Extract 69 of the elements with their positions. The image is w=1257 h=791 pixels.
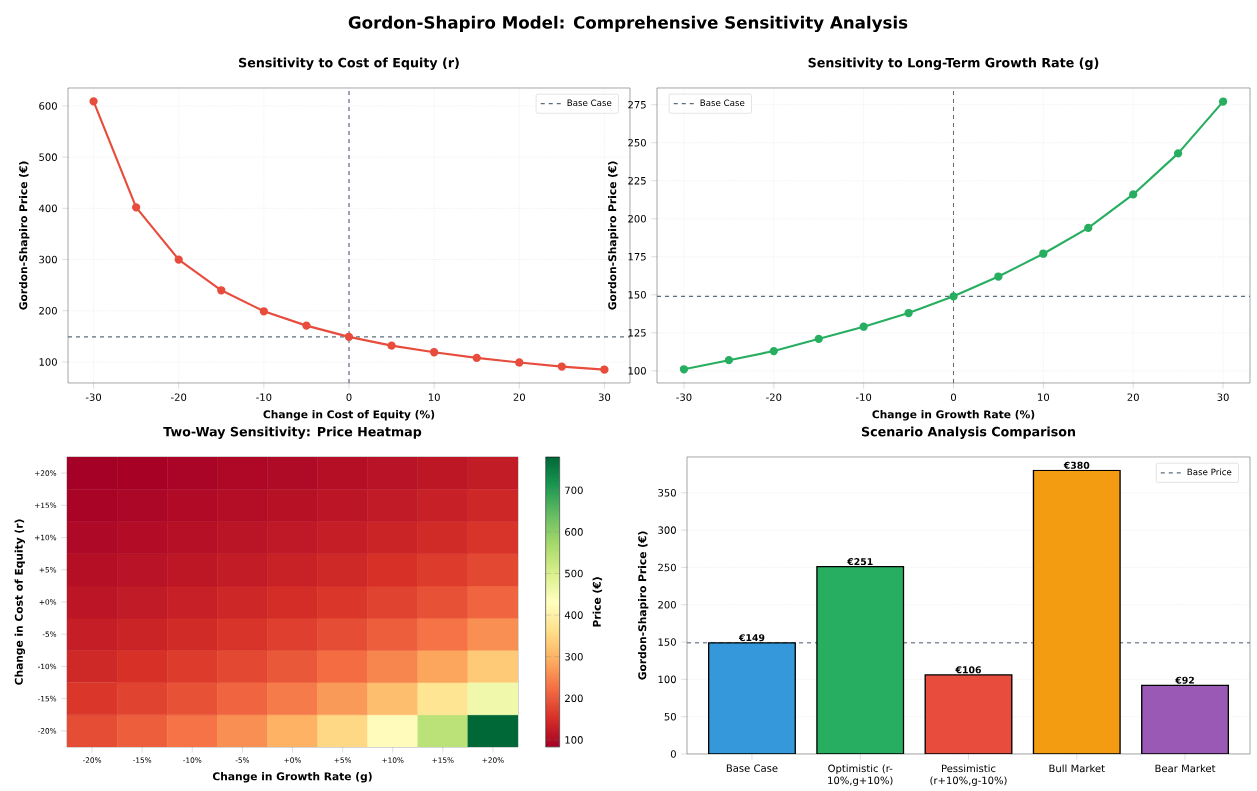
y-tick-label: 175 xyxy=(628,253,646,261)
x-tick-label: Bear Market xyxy=(1155,764,1216,773)
color-bar-label: 400 xyxy=(564,611,583,619)
legend-label: Base Case xyxy=(567,99,612,107)
y-tick-label: 200 xyxy=(658,600,676,609)
x-tick-label: 10 xyxy=(1038,393,1050,401)
y-tick-label: 0 xyxy=(670,750,676,758)
chart-title: Sensitivity to Long-Term Growth Rate (g) xyxy=(808,57,1099,70)
color-bar-label: 500 xyxy=(565,569,583,578)
chart-title: Two-Way Sensitivity: Price Heatmap xyxy=(163,426,422,439)
y-tick-label: 350 xyxy=(658,489,676,497)
x-tick-label: -30 xyxy=(676,393,692,401)
y-tick-label: 275 xyxy=(628,100,646,109)
y-axis-title: Gordon-Shapiro Price (€) xyxy=(608,161,619,310)
color-bar-label: 100 xyxy=(565,736,583,744)
x-axis-title: Change in Cost of Equity (%) xyxy=(263,410,435,421)
x-axis-title: Change in Growth Rate (%) xyxy=(872,410,1035,421)
x-tick-label: 30 xyxy=(598,393,611,401)
color-bar-label: 700 xyxy=(565,486,583,495)
color-bar-label: 300 xyxy=(565,652,583,661)
x-tick-label: 0 xyxy=(346,393,352,401)
data-label: €149 xyxy=(738,634,765,642)
y-axis-title: Change in Cost of Equity (r) xyxy=(14,519,25,685)
y-tick-label: 50 xyxy=(664,712,676,721)
y-tick-label: 250 xyxy=(628,138,646,147)
y-axis-title: Gordon-Shapiro Price (€) xyxy=(19,161,30,310)
y-tick-label: 200 xyxy=(39,306,57,315)
x-tick-label: -10 xyxy=(855,393,872,401)
y-tick-label: 100 xyxy=(628,367,646,375)
x-tick-label: -30 xyxy=(85,393,102,401)
y-tick-label: 300 xyxy=(658,526,676,534)
y-tick-label: 100 xyxy=(658,675,676,684)
x-axis-title: Change in Growth Rate (g) xyxy=(212,772,372,783)
color-bar-label: 200 xyxy=(565,694,583,703)
y-tick-label: 600 xyxy=(39,102,57,110)
x-tick-label: 20 xyxy=(513,393,525,401)
y-tick-label: 150 xyxy=(658,638,676,646)
y-tick-label: 200 xyxy=(628,214,646,223)
x-tick-label: Bull Market xyxy=(1049,764,1105,773)
x-tick-label: -20 xyxy=(766,393,782,401)
x-tick-label: -20 xyxy=(171,393,187,401)
x-tick-label: -10 xyxy=(256,393,272,401)
y-tick-label: 150 xyxy=(628,291,646,299)
x-tick-label: 30 xyxy=(1217,393,1229,401)
x-tick-label: 0 xyxy=(950,393,957,401)
x-tick-label: Base Case xyxy=(726,764,778,772)
data-label: €251 xyxy=(847,558,873,566)
text: Gordon-Shapiro Model: Comprehensive Sensitivity Analysis xyxy=(348,15,908,33)
legend-label: Base Price xyxy=(1187,468,1232,476)
y-tick-label: 400 xyxy=(39,204,57,213)
y-tick-label: 300 xyxy=(39,255,57,264)
y-tick-label: 225 xyxy=(628,176,646,185)
y-tick-label: 250 xyxy=(658,563,676,572)
y-tick-label: 500 xyxy=(39,153,57,161)
x-tick-label: Pessimistic (r+10%,g-10%) xyxy=(930,764,1007,787)
chart-title: Scenario Analysis Comparison xyxy=(861,426,1075,439)
color-bar-title: Price (€) xyxy=(592,577,603,627)
x-tick-label: Optimistic (r-10%,g+10%) xyxy=(828,764,893,787)
chart-title: Sensitivity to Cost of Equity (r) xyxy=(239,57,459,70)
y-tick-label: 100 xyxy=(39,358,57,366)
x-tick-label: 10 xyxy=(428,393,440,401)
data-label: €106 xyxy=(955,666,981,674)
data-label: €380 xyxy=(1063,461,1090,469)
data-label: €92 xyxy=(1175,676,1194,684)
color-bar-label: 600 xyxy=(565,528,583,536)
y-axis-title: Gordon-Shapiro Price (€) xyxy=(638,531,649,680)
legend-label: Base Case xyxy=(700,99,745,107)
x-tick-label: 20 xyxy=(1127,393,1139,401)
y-tick-label: 125 xyxy=(628,329,646,337)
